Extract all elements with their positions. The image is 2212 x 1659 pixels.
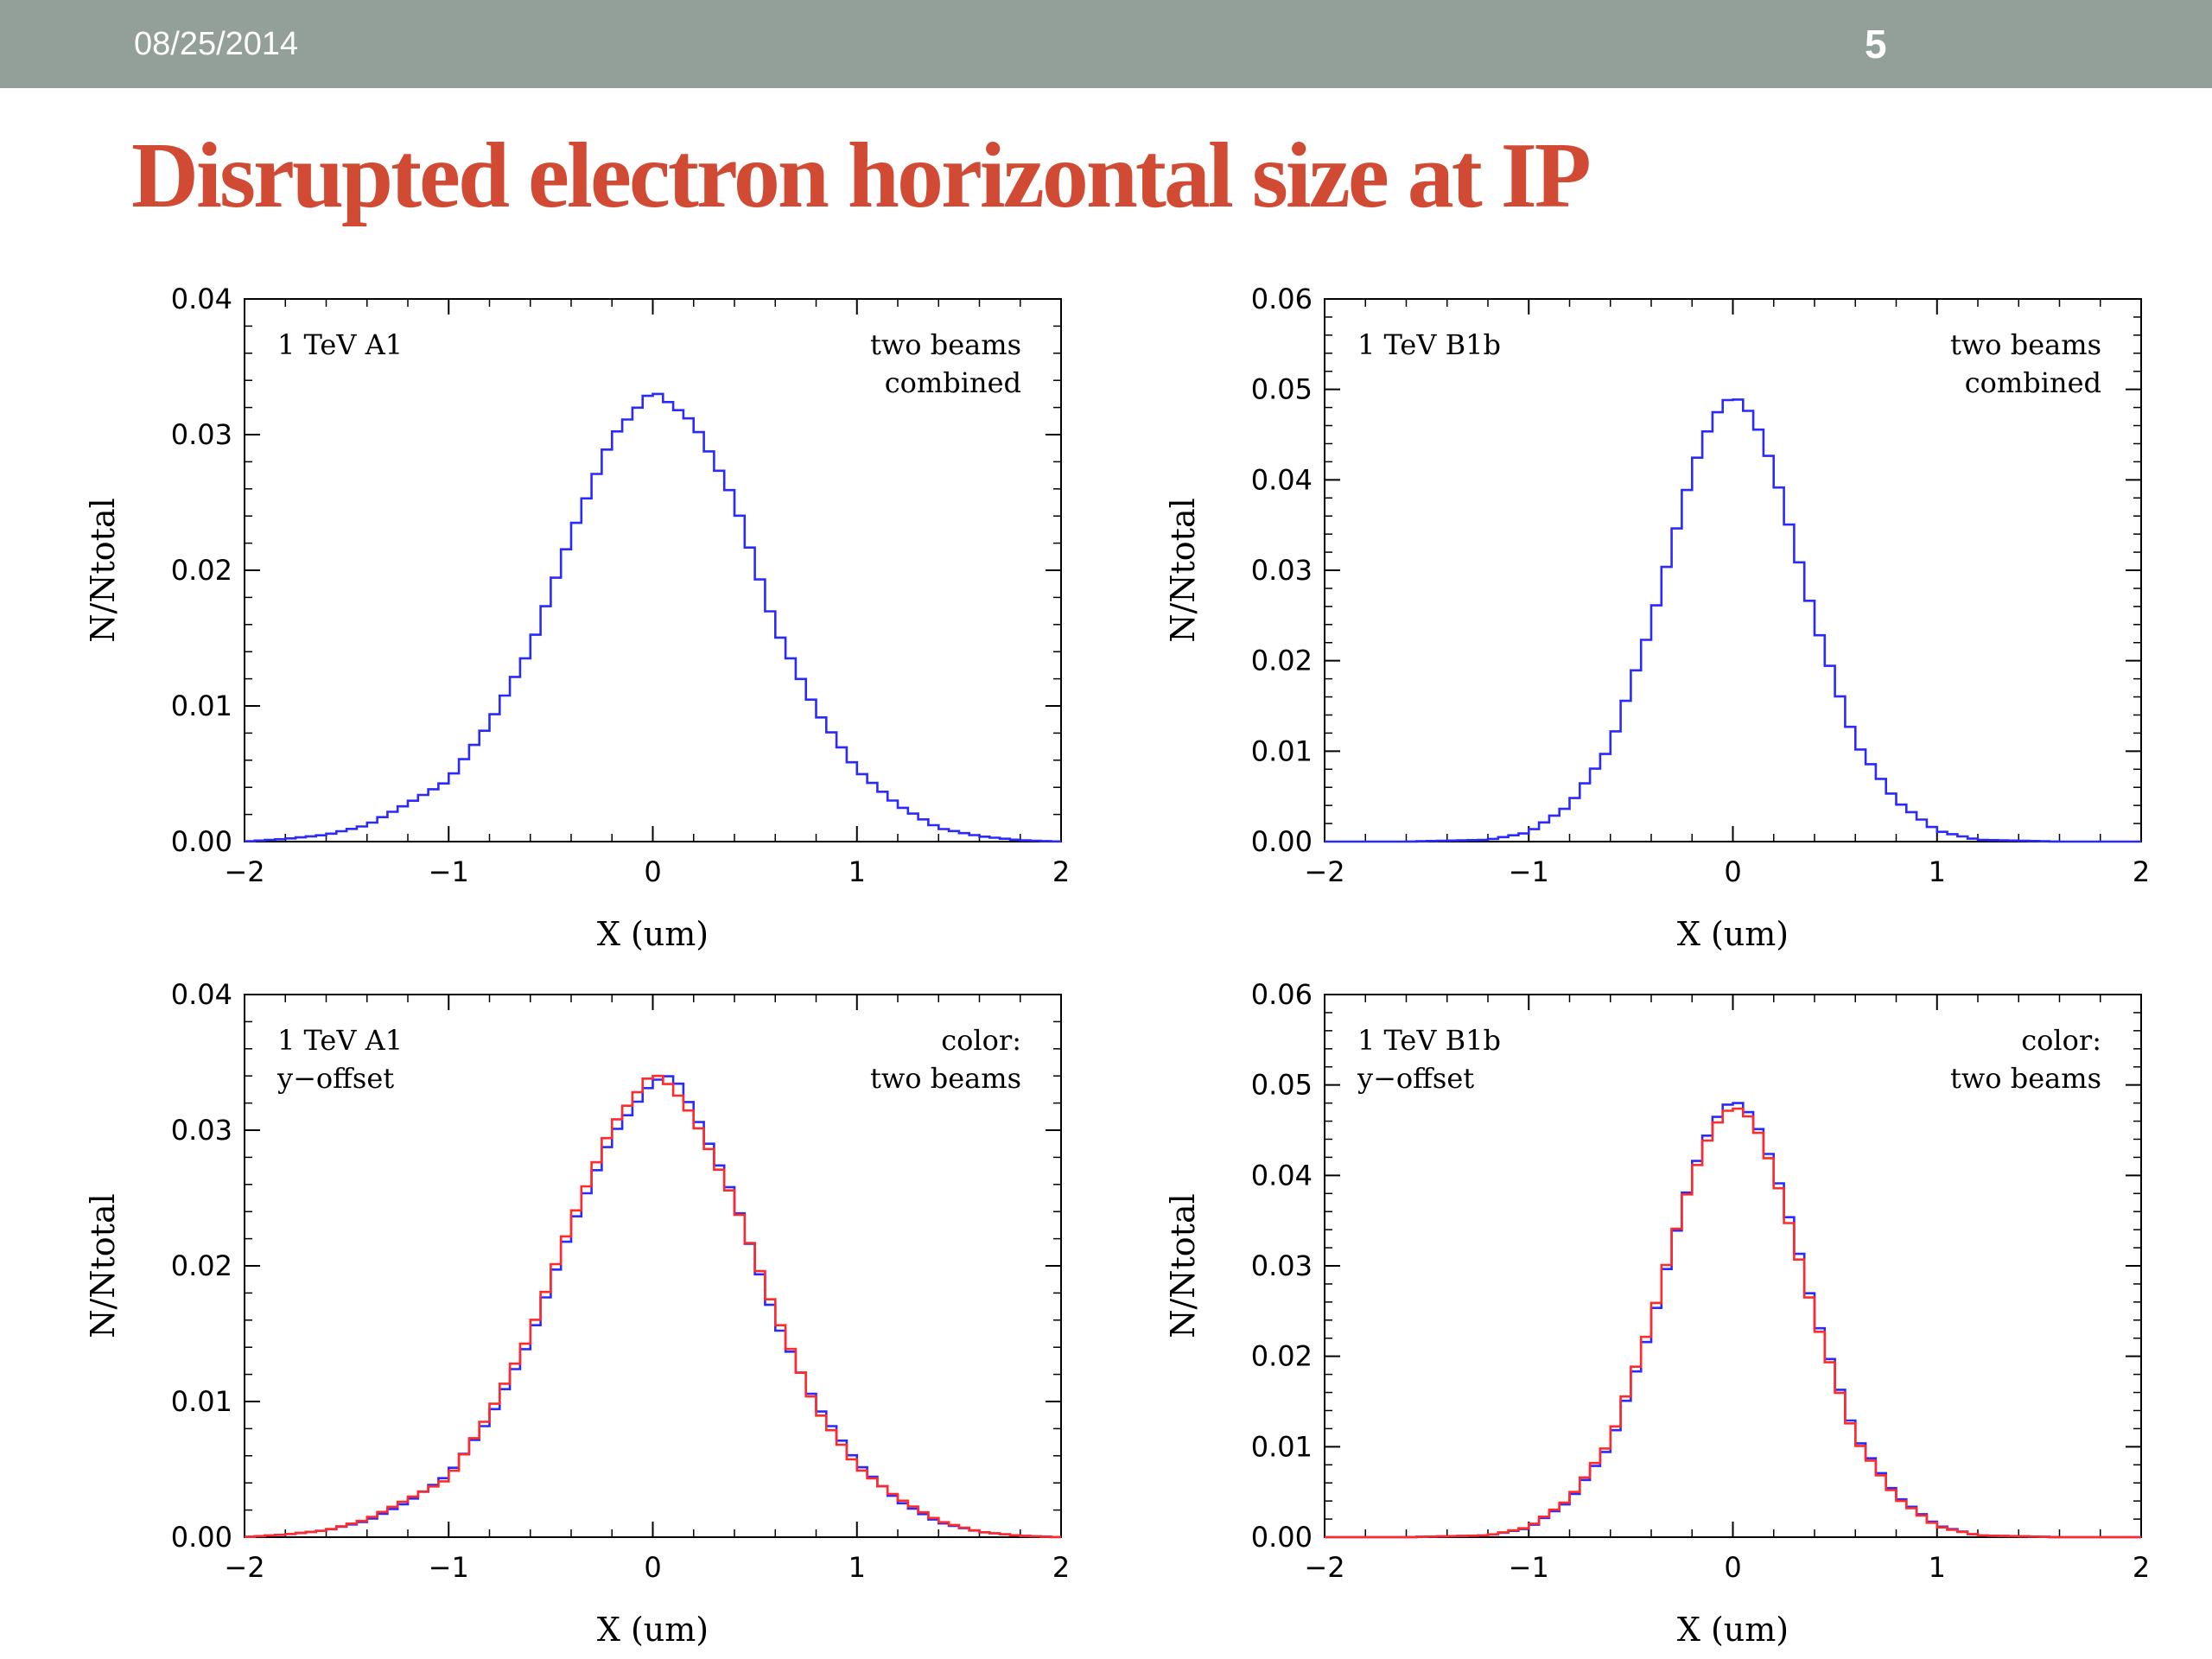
- x-axis-title: X (um): [1677, 915, 1789, 950]
- plot-annotation-right: color:: [2021, 1024, 2101, 1057]
- y-tick-label: 0.00: [171, 1521, 232, 1554]
- histogram-series-1: [1325, 1102, 2141, 1539]
- y-tick-label: 0.03: [1251, 1249, 1313, 1282]
- x-tick-label: −1: [1509, 855, 1549, 888]
- plot-annotation-right: two beams: [1950, 328, 2101, 361]
- y-tick-label: 0.04: [171, 978, 232, 1011]
- plot-annotation-left: 1 TeV A1: [277, 1024, 403, 1057]
- histogram-chart-4: −2 −1 0 1 2 0.00 0.01 0.02 0.03 0.04 0.05 0.06 X (um…: [1164, 978, 2150, 1646]
- histogram-chart-2: −2 −1 0 1 2 0.00 0.01 0.02 0.03 0.04 0.05 0.06 X (um…: [1164, 283, 2150, 950]
- y-tick-label: 0.00: [1251, 825, 1313, 858]
- x-tick-label: 2: [2133, 1551, 2150, 1584]
- x-tick-label: 2: [1052, 1551, 1070, 1584]
- y-tick-label: 0.06: [1251, 978, 1313, 1011]
- header-bar: 08/25/2014 5: [0, 0, 2212, 88]
- x-tick-label: −2: [1304, 855, 1344, 888]
- slide-page-number: 5: [1865, 22, 1887, 67]
- x-tick-label: 0: [1724, 1551, 1741, 1584]
- y-tick-label: 0.01: [171, 1385, 232, 1418]
- y-tick-label: 0.01: [171, 690, 232, 722]
- x-tick-label: 2: [1052, 855, 1070, 888]
- y-tick-label: 0.00: [1251, 1521, 1313, 1554]
- y-axis-title: N/Ntotal: [84, 1193, 122, 1338]
- chart-panel-top-right: −2 −1 0 1 2 0.00 0.01 0.02 0.03 0.04 0.05 0.06 X (um…: [1080, 268, 2186, 950]
- x-tick-label: 2: [2133, 855, 2150, 888]
- x-tick-label: 1: [849, 1551, 866, 1584]
- y-tick-label: 0.02: [1251, 645, 1313, 677]
- histogram-chart-3: −2 −1 0 1 2 0.00 0.01 0.02 0.03 0.04 X (um) N/Ntota…: [84, 978, 1070, 1646]
- plot-annotation-right: two beams: [870, 328, 1021, 361]
- y-tick-label: 0.00: [171, 825, 232, 858]
- slide-title: Disrupted electron horizontal size at IP: [131, 124, 1592, 227]
- x-tick-label: 1: [1929, 1551, 1946, 1584]
- plot-annotation-right: two beams: [1950, 1062, 2101, 1095]
- y-tick-label: 0.06: [1251, 283, 1313, 315]
- y-tick-label: 0.04: [171, 283, 232, 315]
- x-tick-label: 0: [1724, 855, 1741, 888]
- plot-annotation-left: 1 TeV A1: [277, 328, 403, 361]
- chart-panel-bottom-right: −2 −1 0 1 2 0.00 0.01 0.02 0.03 0.04 0.05 0.06 X (um…: [1080, 963, 2186, 1646]
- chart-panel-top-left: −2 −1 0 1 2 0.00 0.01 0.02 0.03 0.04 X (um) N/Ntota…: [0, 268, 1106, 950]
- x-tick-label: 0: [644, 855, 661, 888]
- y-axis-title: N/Ntotal: [1164, 498, 1202, 643]
- y-tick-label: 0.01: [1251, 734, 1313, 767]
- y-tick-label: 0.01: [1251, 1430, 1313, 1463]
- plot-annotation-right: combined: [1965, 366, 2101, 399]
- x-tick-label: 1: [849, 855, 866, 888]
- histogram-series-1: [245, 392, 1061, 843]
- y-axis-title: N/Ntotal: [84, 498, 122, 643]
- y-tick-label: 0.02: [171, 1249, 232, 1282]
- x-tick-label: −2: [224, 1551, 264, 1584]
- plot-annotation-right: color:: [941, 1024, 1021, 1057]
- y-tick-label: 0.05: [1251, 1069, 1313, 1102]
- x-tick-label: −1: [429, 1551, 469, 1584]
- histogram-series-1: [1325, 398, 2141, 843]
- histogram-series-2: [245, 1074, 1061, 1539]
- histogram-chart-1: −2 −1 0 1 2 0.00 0.01 0.02 0.03 0.04 X (um) N/Ntota…: [84, 283, 1070, 950]
- plot-annotation-right: two beams: [870, 1062, 1021, 1095]
- y-axis-title: N/Ntotal: [1164, 1193, 1202, 1338]
- y-tick-label: 0.04: [1251, 1159, 1313, 1192]
- x-tick-label: −2: [1304, 1551, 1344, 1584]
- histogram-series-2: [1325, 1107, 2141, 1539]
- x-tick-label: 0: [644, 1551, 661, 1584]
- y-tick-label: 0.03: [1251, 554, 1313, 587]
- x-axis-title: X (um): [597, 1611, 709, 1646]
- y-tick-label: 0.03: [171, 418, 232, 451]
- slide-date: 08/25/2014: [134, 26, 299, 62]
- y-tick-label: 0.02: [171, 554, 232, 587]
- x-tick-label: 1: [1929, 855, 1946, 888]
- x-tick-label: −1: [429, 855, 469, 888]
- y-tick-label: 0.02: [1251, 1340, 1313, 1373]
- plot-annotation-left: 1 TeV B1b: [1357, 328, 1501, 361]
- y-tick-label: 0.04: [1251, 463, 1313, 496]
- plot-annotation-right: combined: [885, 366, 1021, 399]
- y-tick-label: 0.05: [1251, 373, 1313, 406]
- x-axis-title: X (um): [1677, 1611, 1789, 1646]
- plot-annotation-left: y−offset: [1357, 1062, 1474, 1095]
- plot-annotation-left: 1 TeV B1b: [1357, 1024, 1501, 1057]
- y-tick-label: 0.03: [171, 1114, 232, 1147]
- plot-annotation-left: y−offset: [276, 1062, 394, 1095]
- x-tick-label: −2: [224, 855, 264, 888]
- chart-panel-bottom-left: −2 −1 0 1 2 0.00 0.01 0.02 0.03 0.04 X (um) N/Ntota…: [0, 963, 1106, 1646]
- x-axis-title: X (um): [597, 915, 709, 950]
- x-tick-label: −1: [1509, 1551, 1549, 1584]
- histogram-series-1: [245, 1075, 1061, 1539]
